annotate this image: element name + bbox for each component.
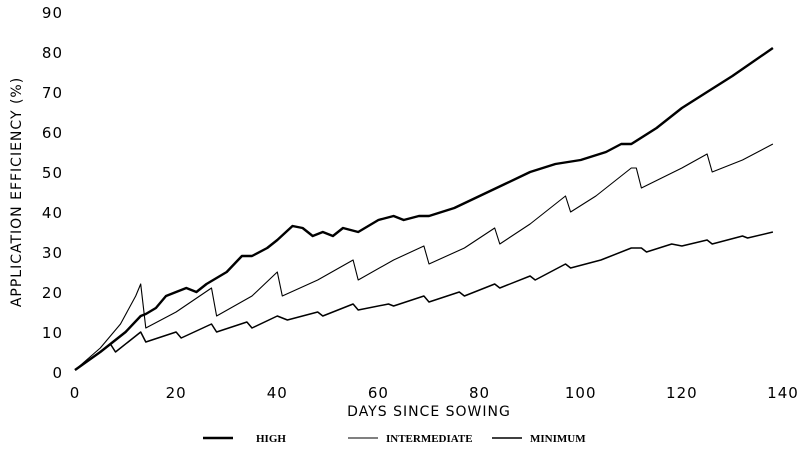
y-tick-label: 0 bbox=[52, 364, 63, 382]
legend-label: INTERMEDIATE bbox=[386, 433, 473, 445]
y-tick-label: 70 bbox=[42, 84, 63, 102]
y-tick-labels: 0 10 20 30 40 50 60 70 80 90 bbox=[42, 4, 63, 382]
x-tick-label: 0 bbox=[70, 384, 81, 402]
y-tick-label: 30 bbox=[42, 244, 63, 262]
series-line-high bbox=[74, 47, 774, 371]
series-lines bbox=[74, 47, 774, 371]
x-tick-label: 120 bbox=[666, 384, 698, 402]
y-tick-label: 40 bbox=[42, 204, 63, 222]
x-tick-labels: 0 20 40 60 80 100 120 140 bbox=[70, 384, 799, 402]
y-tick-label: 50 bbox=[42, 164, 63, 182]
y-tick-label: 90 bbox=[42, 4, 63, 22]
y-axis-title: APPLICATION EFFICIENCY (%) bbox=[9, 77, 25, 307]
x-tick-label: 80 bbox=[469, 384, 490, 402]
x-tick-label: 140 bbox=[767, 384, 799, 402]
legend: HIGH INTERMEDIATE MINIMUM bbox=[203, 433, 586, 445]
legend-label: HIGH bbox=[256, 433, 286, 445]
series-line-intermediate bbox=[74, 143, 774, 371]
x-tick-label: 20 bbox=[166, 384, 187, 402]
x-tick-label: 40 bbox=[267, 384, 288, 402]
y-tick-label: 60 bbox=[42, 124, 63, 142]
y-tick-label: 20 bbox=[42, 284, 63, 302]
x-tick-label: 60 bbox=[368, 384, 389, 402]
x-axis-title: DAYS SINCE SOWING bbox=[347, 404, 511, 420]
y-tick-label: 10 bbox=[42, 324, 63, 342]
legend-label: MINIMUM bbox=[530, 433, 586, 445]
x-tick-label: 100 bbox=[565, 384, 597, 402]
y-tick-label: 80 bbox=[42, 44, 63, 62]
series-line-minimum bbox=[74, 231, 774, 371]
